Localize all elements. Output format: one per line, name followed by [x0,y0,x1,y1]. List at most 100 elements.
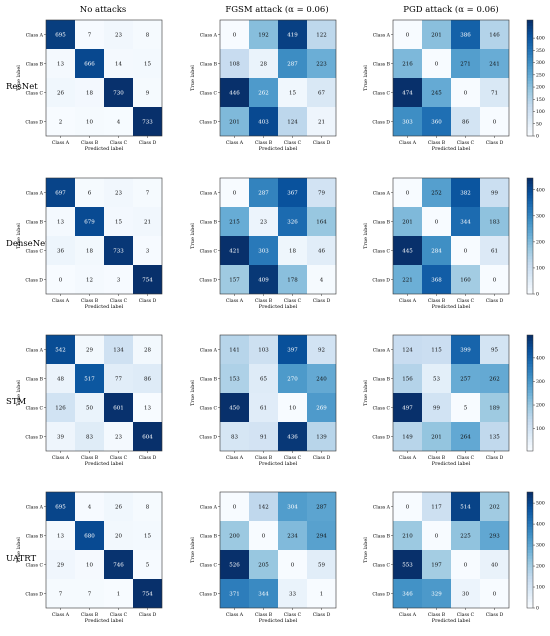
heatmap-cell [393,422,422,451]
heatmap-cell [104,78,133,107]
heatmap-resnet-fgsm: 0 192 419 122 108 28 287 223 446 262 15 67 201 403 124… [190,19,337,152]
y-tick-label: Class D [25,592,43,598]
colorbar-tick-label: 350 [536,48,545,54]
heatmap-cell [278,207,307,236]
cell-value-label: 294 [316,534,327,540]
x-axis-label: Predicted label [85,618,124,624]
colorbar-segment [527,291,533,295]
heatmap-cell [451,422,480,451]
colorbar-tick-label: 400 [536,522,545,528]
cell-value-label: 225 [460,534,471,540]
heatmap-cell [249,579,278,608]
y-tick-label: Class C [26,406,44,412]
colorbar-segment [527,256,533,260]
colorbar-segment [527,236,533,240]
y-axis-label: True label [16,380,22,406]
cell-value-label: 205 [258,563,269,569]
x-tick-label: Class D [139,298,157,304]
cell-value-label: 3 [117,278,121,284]
cell-value-label: 4 [117,120,121,126]
heatmap-cell [451,178,480,207]
heatmap-cell [75,364,104,393]
colorbar-segment [527,552,533,557]
colorbar-tick-label: 400 [536,36,545,42]
heatmap-cell [75,335,104,364]
heatmap-cell [278,422,307,451]
x-axis-label: Predicted label [259,146,298,152]
heatmap-cell [220,78,249,107]
heatmap-cell [480,579,509,608]
heatmap-frame [45,491,163,609]
y-axis-label: True label [16,65,22,91]
heatmap-cell [451,20,480,49]
cell-value-label: 0 [435,534,439,540]
cell-value-label: 20 [115,534,122,540]
colorbar-segment [527,529,533,533]
heatmap-cell [393,207,422,236]
cell-value-label: 344 [258,592,269,598]
heatmap-cell [422,178,451,207]
heatmap-cell [220,236,249,265]
colorbar-segment [527,285,533,289]
colorbar-segment [527,127,533,131]
x-tick-label: Class B [81,140,99,146]
y-axis-label: True label [363,537,369,563]
colorbar-segment [527,115,533,119]
heatmap-cell [133,78,162,107]
heatmap-cell [46,364,75,393]
colorbar-segment [527,250,533,254]
colorbar-segment [527,532,533,536]
colorbar-segment [527,593,533,597]
colorbar-segment [527,89,533,93]
colorbar-segment [527,34,533,38]
cell-value-label: 61 [260,406,267,412]
cell-value-label: 245 [431,91,442,97]
colorbar-segment [527,69,533,73]
heatmap-cell [422,492,451,521]
x-tick-label: Class C [457,612,475,618]
colorbar-segment [527,433,533,437]
cell-value-label: 329 [431,592,442,598]
cell-value-label: 21 [144,220,151,226]
heatmap-cell [133,207,162,236]
x-tick-label: Class C [110,298,128,304]
x-tick-label: Class B [428,298,446,304]
cell-value-label: 61 [491,249,498,255]
cell-value-label: 4 [88,505,92,511]
colorbar-segment [527,387,533,391]
colorbar-segment [527,436,533,440]
heatmap-frame [392,19,510,137]
heatmap-frame [219,177,337,295]
colorbar-segment [527,558,533,562]
heatmap-cell [75,521,104,550]
cell-value-label: 160 [460,278,471,284]
cell-value-label: 33 [289,592,296,598]
cell-value-label: 29 [86,348,93,354]
cell-value-label: 695 [55,33,66,39]
cell-value-label: 474 [402,91,413,97]
heatmap-uatrt-fgsm: 0 142 304 287 200 0 234 294 526 205 0 59 371 344 33 1 Cl… [190,491,337,624]
colorbar-segment [527,118,533,122]
cell-value-label: 445 [402,249,413,255]
heatmap-cell [133,492,162,521]
cell-value-label: 99 [491,191,498,197]
heatmap-cell [104,265,133,294]
heatmap-cell [278,49,307,78]
colorbar-segment [527,247,533,251]
cell-value-label: 234 [287,534,298,540]
y-tick-label: Class B [200,62,218,68]
colorbar-segment [527,343,533,347]
colorbar-segment [527,547,533,551]
colorbar-segment [527,602,533,606]
heatmap-cell [422,107,451,136]
heatmap-frame [219,19,337,137]
heatmap-cell [75,207,104,236]
y-axis-label: True label [363,65,369,91]
colorbar-segment [527,364,533,368]
heatmap-frame [219,491,337,609]
cell-value-label: 6 [88,191,92,197]
y-tick-label: Class B [26,377,44,383]
cell-value-label: 178 [287,278,298,284]
colorbar-densenet-pgd: 0 100 200 300 400 [526,177,545,298]
